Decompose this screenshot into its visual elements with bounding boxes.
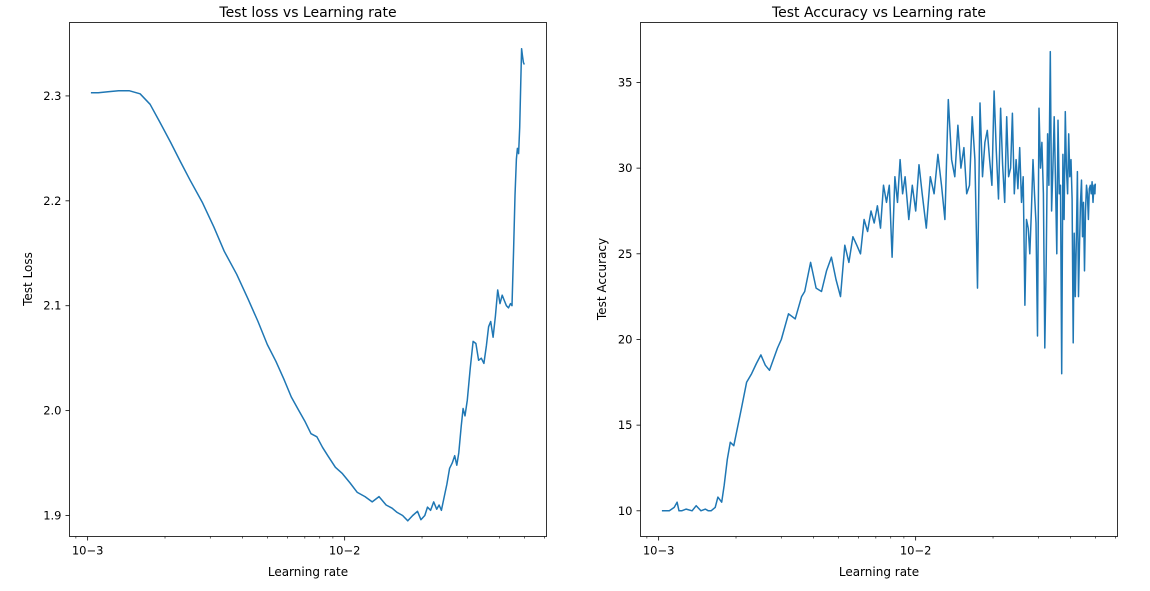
accuracy-y-tick-label: 25: [618, 247, 633, 261]
loss-chart: Test loss vs Learning rate Learning rate…: [21, 5, 547, 579]
accuracy-chart: Test Accuracy vs Learning rate Learning …: [595, 5, 1118, 579]
accuracy-axis-ticks: 10−3 10−2 10 15 20 25 30 35: [618, 75, 1116, 558]
accuracy-chart-title: Test Accuracy vs Learning rate: [771, 5, 986, 21]
loss-x-tick-label: 10−3: [72, 544, 104, 558]
accuracy-plot-frame: [640, 22, 1118, 537]
loss-y-tick-label: 2.1: [43, 299, 61, 313]
accuracy-x-tick-label: 10−2: [900, 544, 932, 558]
accuracy-y-tick-label: 20: [618, 332, 633, 346]
loss-y-axis-label: Test Loss: [21, 252, 35, 307]
loss-y-tick-label: 2.0: [43, 404, 61, 418]
accuracy-series-line: [661, 50, 1097, 512]
accuracy-y-tick-label: 30: [618, 161, 633, 175]
loss-x-axis-label: Learning rate: [268, 565, 348, 579]
loss-series-line: [90, 47, 525, 522]
loss-chart-title: Test loss vs Learning rate: [218, 5, 396, 21]
accuracy-y-tick-label: 15: [618, 418, 633, 432]
accuracy-y-axis-label: Test Accuracy: [595, 238, 609, 321]
loss-y-tick-label: 1.9: [43, 509, 61, 523]
accuracy-y-tick-label: 35: [618, 75, 633, 89]
accuracy-y-tick-label: 10: [618, 504, 633, 518]
loss-series: [90, 47, 525, 522]
loss-y-tick-label: 2.3: [43, 89, 61, 103]
accuracy-x-axis-label: Learning rate: [839, 565, 919, 579]
loss-y-tick-label: 2.2: [43, 194, 61, 208]
loss-axis-ticks: 10−3 10−2 1.9 2.0 2.1 2.2 2.3: [43, 89, 545, 558]
accuracy-series: [661, 50, 1097, 512]
loss-x-tick-label: 10−2: [329, 544, 361, 558]
loss-plot-frame: [69, 22, 547, 537]
accuracy-x-tick-label: 10−3: [643, 544, 675, 558]
